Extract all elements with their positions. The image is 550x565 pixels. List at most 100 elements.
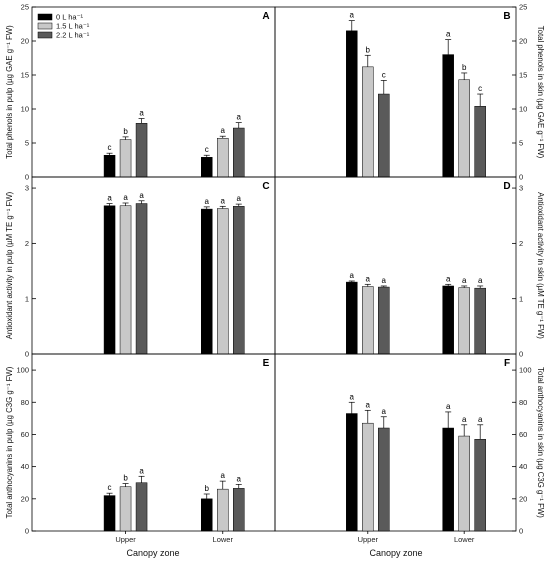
bar [474,287,486,355]
panel-letter: C [262,181,269,192]
y-tick-label: 100 [16,366,29,375]
y-tick-label: 60 [519,430,527,439]
y-axis-title: Total phenols in skin (µg GAE g⁻¹ FW) [536,26,545,159]
bar [378,286,390,355]
y-tick-label: 2 [519,239,523,248]
bar [458,435,470,532]
significance-letter: a [462,276,467,285]
bar [458,287,470,355]
bar [217,208,229,355]
y-tick-label: 40 [21,462,29,471]
x-axis-title-left: Canopy zone [126,548,179,558]
y-axis-title: Total anthocyanins in pulp (µg C3G g⁻¹ F… [5,366,14,518]
bar [103,205,116,355]
significance-letter: a [350,11,355,20]
y-tick-label: 0 [25,527,29,536]
bar [135,123,148,178]
category-label: Lower [213,535,234,544]
significance-letter: a [366,274,371,283]
y-tick-label: 3 [519,184,523,193]
significance-letter: a [462,415,467,424]
y-tick-label: 80 [21,398,29,407]
bar [346,413,358,532]
significance-letter: a [366,400,371,409]
legend-swatch [37,13,53,21]
y-tick-label: 10 [21,105,29,114]
panel-letter: D [503,181,510,192]
y-tick-label: 0 [519,173,523,182]
panel-letter: E [263,358,270,369]
significance-letter: a [446,30,451,39]
panel-frame [274,353,517,532]
bar [201,208,213,355]
y-axis-title: Antioxidant activity in skin (µM TE g⁻¹ … [536,192,545,339]
bar [378,93,390,178]
significance-letter: b [462,63,467,72]
bar [135,482,148,532]
significance-letter: c [108,143,112,152]
significance-letter: c [382,70,386,79]
y-tick-label: 0 [25,173,29,182]
bar [233,488,245,532]
legend-swatch [37,22,53,30]
y-axis-title: Total anthocyanins in skin (µg C3G g⁻¹ F… [536,367,545,518]
y-tick-label: 5 [25,139,29,148]
significance-letter: c [478,84,482,93]
panel-b: 0 5 10 15 20 25 Total phenols in skin (µg GAE … [274,3,545,182]
bar [119,486,132,532]
panel-a: 0 5 10 15 20 25 Total phenols in pulp (µg GAE … [5,3,276,182]
y-tick-label: 0 [519,527,523,536]
significance-letter: a [478,415,483,424]
legend: 0 L ha⁻¹1.5 L ha⁻¹2.2 L ha⁻¹ [37,13,90,40]
category-label: Upper [358,535,379,544]
y-tick-label: 2 [25,239,29,248]
significance-letter: a [237,194,242,203]
bar [119,139,132,178]
significance-letter: a [139,109,144,118]
y-tick-label: 1 [25,294,29,303]
x-axis-title-right: Canopy zone [369,548,422,558]
significance-letter: a [382,407,387,416]
bar [201,498,213,532]
significance-letter: c [205,145,209,154]
bar [474,106,486,178]
y-tick-label: 15 [21,71,29,80]
y-tick-label: 20 [519,494,527,503]
significance-letter: a [446,274,451,283]
significance-letter: a [382,276,387,285]
y-tick-label: 0 [25,350,29,359]
significance-letter: a [237,474,242,483]
significance-letter: a [478,276,483,285]
bar [233,127,245,178]
legend-swatch [37,31,53,39]
category-label: Lower [454,535,475,544]
bar [201,157,213,178]
bar [217,488,229,532]
significance-letter: a [221,471,226,480]
panel-letter: F [504,358,510,369]
y-tick-label: 60 [21,430,29,439]
y-tick-label: 0 [519,350,523,359]
bar [442,285,454,355]
panel-f: 0 20 40 60 80 100 Total anthocyanins in skin (… [274,353,545,544]
panel-d: 0 1 2 3 Antioxidant activity in skin (µM TE … [274,176,545,359]
bar [346,30,358,178]
significance-letter: a [350,392,355,401]
significance-letter: a [123,193,128,202]
significance-letter: a [237,113,242,122]
bar [474,439,486,532]
bar [362,286,374,355]
significance-letter: a [205,197,210,206]
y-tick-label: 5 [519,139,523,148]
bar [233,206,245,355]
bar [362,422,374,532]
y-axis-title: Total phenols in pulp (µg GAE g⁻¹ FW) [5,25,14,159]
y-axis-title: Antioxidant activity in pulp (µM TE g⁻¹ … [5,191,14,339]
y-tick-label: 25 [21,3,29,12]
legend-label: 2.2 L ha⁻¹ [56,31,90,40]
y-tick-label: 20 [21,37,29,46]
bar [458,79,470,178]
y-tick-label: 15 [519,71,527,80]
